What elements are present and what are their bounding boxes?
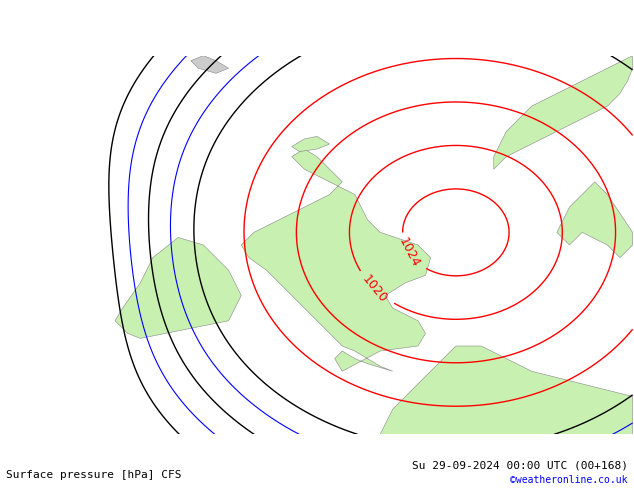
- Polygon shape: [242, 149, 430, 371]
- Text: 1020: 1020: [359, 272, 390, 305]
- Text: Surface pressure [hPa] CFS: Surface pressure [hPa] CFS: [6, 470, 182, 480]
- Polygon shape: [557, 182, 633, 258]
- Polygon shape: [191, 56, 229, 74]
- Polygon shape: [380, 346, 633, 434]
- Text: Su 29-09-2024 00:00 UTC (00+168): Su 29-09-2024 00:00 UTC (00+168): [411, 461, 628, 470]
- Text: 1024: 1024: [396, 236, 422, 270]
- Polygon shape: [115, 238, 242, 339]
- Polygon shape: [494, 56, 633, 169]
- Polygon shape: [292, 136, 330, 151]
- Text: ©weatheronline.co.uk: ©weatheronline.co.uk: [510, 475, 628, 485]
